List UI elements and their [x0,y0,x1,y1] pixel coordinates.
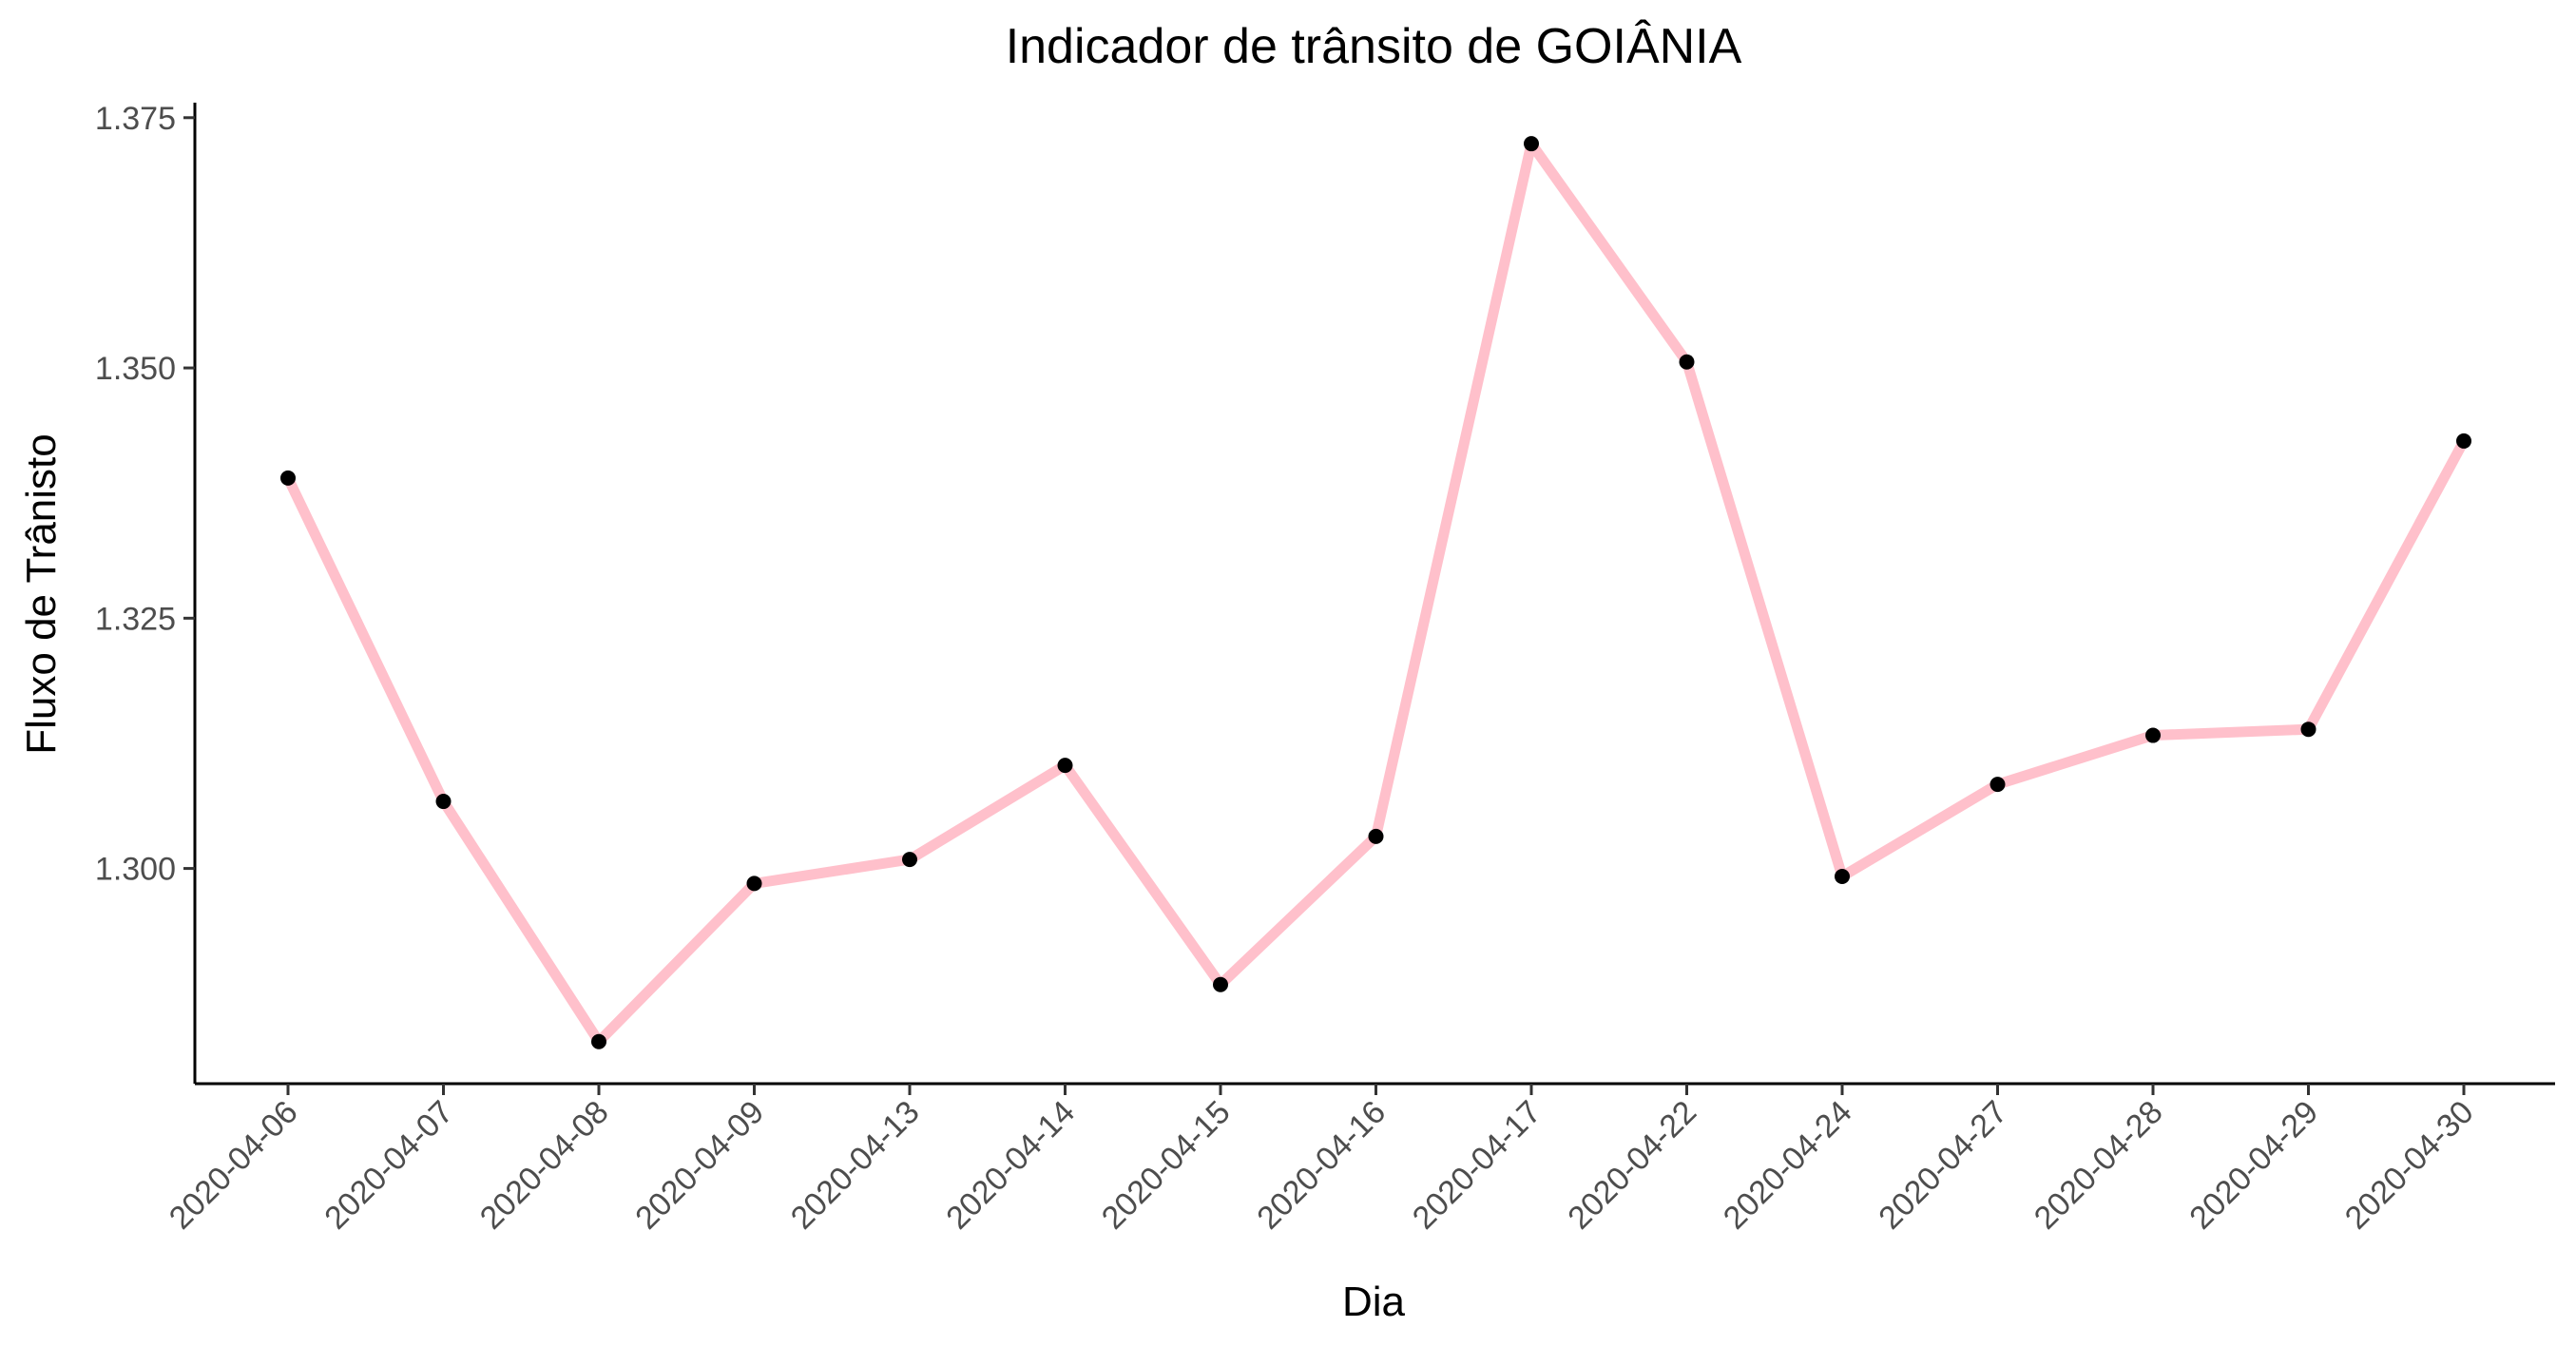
x-tick-label: 2020-04-09 [628,1094,771,1237]
x-tick-label: 2020-04-16 [1250,1094,1393,1237]
data-point [1057,758,1073,774]
y-axis-title: Fluxo de Trânisto [18,433,65,755]
x-tick-label: 2020-04-15 [1095,1094,1238,1237]
data-point [1368,828,1384,844]
data-point [1524,136,1539,152]
x-tick-label: 2020-04-06 [163,1094,305,1237]
y-tick-label: 1.325 [95,601,176,637]
x-tick-label: 2020-04-17 [1406,1094,1548,1237]
chart-title: Indicador de trânsito de GOIÂNIA [1006,19,1742,74]
x-tick-label: 2020-04-29 [2182,1094,2325,1237]
y-axis: 1.300 1.325 1.350 1.375 [95,101,197,1084]
data-point [435,794,452,810]
data-point [2145,727,2161,743]
x-tick-label: 2020-04-07 [317,1094,460,1237]
x-tick-label: 2020-04-14 [939,1094,1082,1237]
data-point [902,852,917,868]
y-tick-label: 1.300 [95,852,176,888]
data-point [1835,869,1850,885]
data-point [280,470,296,486]
y-tick-label: 1.375 [95,101,176,137]
y-tick-label: 1.350 [95,351,176,387]
x-axis: 2020-04-06 2020-04-07 2020-04-08 2020-04-09… [163,1082,2555,1237]
series-layer [280,136,2471,1049]
data-point [591,1033,606,1049]
data-point [2300,722,2316,738]
data-point [2456,433,2471,449]
data-point [1990,777,2006,793]
x-tick-label: 2020-04-08 [473,1094,616,1237]
data-point [746,876,762,892]
x-tick-label: 2020-04-22 [1561,1094,1703,1237]
x-tick-label: 2020-04-13 [784,1094,927,1237]
x-tick-label: 2020-04-27 [1872,1094,2014,1237]
x-tick-label: 2020-04-30 [2338,1094,2481,1237]
series-line [282,138,2470,1048]
x-axis-title: Dia [1342,1279,1406,1325]
x-tick-label: 2020-04-24 [1717,1094,1859,1237]
x-tick-label: 2020-04-28 [2028,1094,2170,1237]
data-point [1679,354,1695,370]
data-point [1213,976,1228,992]
